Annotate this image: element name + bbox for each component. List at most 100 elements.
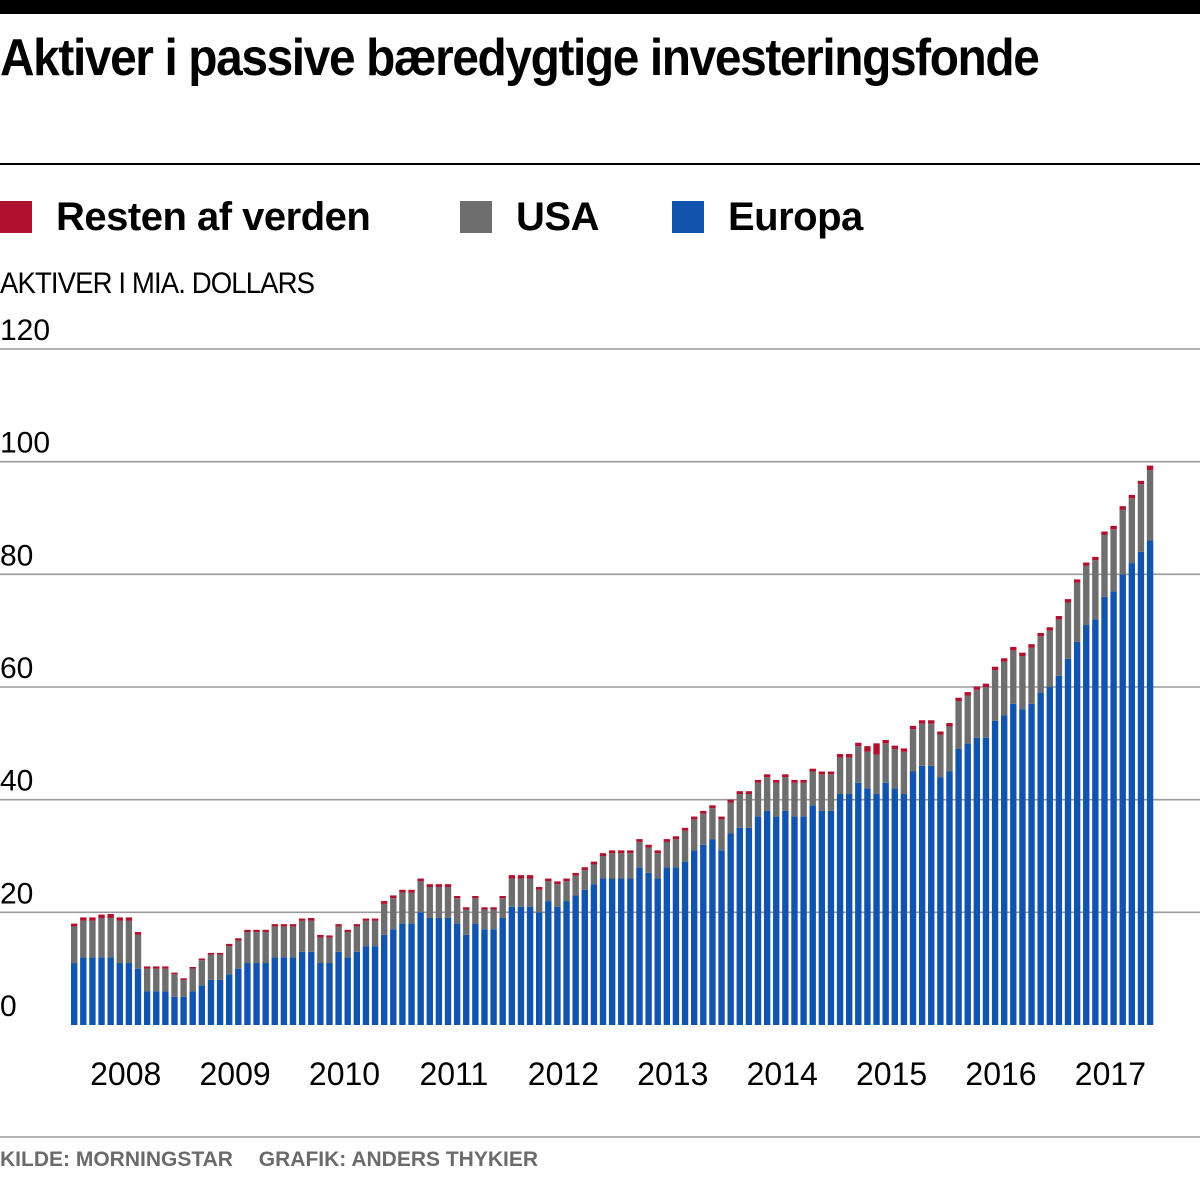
- bar-segment-usa-77: [773, 782, 780, 817]
- bar-segment-usa-76: [763, 777, 771, 811]
- legend-swatch-usa: [460, 201, 492, 233]
- bar-segment-resten-af-verden-44: [472, 896, 479, 899]
- bar-segment-europa-100: [982, 737, 990, 1025]
- bar-segment-usa-20: [253, 932, 260, 964]
- bar-segment-resten-af-verden-34: [381, 901, 388, 904]
- bar-segment-usa-69: [700, 813, 707, 845]
- bar-segment-europa-30: [344, 957, 351, 1025]
- bar-segment-usa-28: [326, 937, 333, 964]
- bar-segment-usa-109: [1064, 602, 1072, 659]
- bar-segment-resten-af-verden-109: [1064, 599, 1072, 603]
- bar-segment-europa-79: [791, 816, 798, 1025]
- bar-segment-usa-84: [836, 757, 844, 795]
- bar-segment-resten-af-verden-68: [691, 816, 698, 820]
- bar-segment-europa-91: [900, 794, 908, 1025]
- bar-segment-usa-92: [909, 729, 917, 772]
- bar-segment-europa-61: [627, 878, 634, 1025]
- bar-segment-usa-62: [636, 841, 643, 868]
- bar-segment-europa-45: [481, 929, 488, 1025]
- bar-segment-resten-af-verden-40: [435, 884, 443, 887]
- bar-segment-europa-7: [134, 968, 142, 1025]
- bar-segment-resten-af-verden-23: [280, 924, 288, 927]
- bar-segment-resten-af-verden-89: [882, 739, 889, 744]
- bar-segment-usa-2: [89, 920, 96, 958]
- bar-segment-europa-13: [189, 991, 196, 1025]
- bar-segment-europa-101: [991, 720, 999, 1025]
- bar-segment-europa-41: [444, 917, 452, 1025]
- bar-segment-europa-102: [1001, 715, 1008, 1025]
- bar-segment-usa-5: [116, 920, 123, 964]
- bar-segment-europa-103: [1010, 703, 1017, 1025]
- bar-segment-resten-af-verden-3: [98, 914, 105, 918]
- bar-segment-europa-39: [426, 917, 433, 1025]
- bar-segment-resten-af-verden-73: [736, 791, 743, 795]
- bar-segment-usa-13: [189, 968, 196, 992]
- bar-segment-usa-1: [80, 920, 87, 958]
- bar-segment-resten-af-verden-113: [1101, 531, 1108, 535]
- bar-segment-europa-40: [435, 917, 443, 1025]
- bar-segment-europa-78: [782, 810, 789, 1025]
- bar-segment-usa-73: [736, 794, 743, 828]
- bar-segment-resten-af-verden-103: [1010, 647, 1017, 651]
- bar-segment-europa-19: [244, 963, 251, 1025]
- bar-segment-usa-12: [180, 979, 187, 997]
- bar-segment-usa-70: [709, 808, 716, 840]
- bar-segment-usa-66: [672, 839, 680, 868]
- bar-segment-usa-72: [727, 802, 734, 834]
- bar-segment-resten-af-verden-0: [71, 923, 78, 927]
- bar-segment-resten-af-verden-46: [490, 907, 497, 910]
- bar-segment-resten-af-verden-22: [271, 924, 278, 927]
- bar-segment-europa-25: [298, 951, 306, 1025]
- bar-segment-europa-18: [235, 968, 242, 1025]
- bar-segment-usa-90: [891, 748, 898, 789]
- bar-segment-resten-af-verden-50: [526, 875, 534, 879]
- bar-segment-usa-47: [499, 898, 506, 918]
- bar-segment-europa-109: [1064, 658, 1072, 1025]
- bar-segment-usa-48: [508, 878, 516, 907]
- bar-segment-europa-27: [317, 963, 324, 1025]
- bar-segment-usa-65: [663, 841, 671, 868]
- bar-segment-resten-af-verden-24: [289, 924, 297, 927]
- bar-segment-usa-67: [681, 830, 689, 862]
- bar-segment-usa-110: [1073, 582, 1081, 642]
- bar-segment-resten-af-verden-37: [408, 889, 415, 893]
- bar-segment-usa-52: [545, 881, 552, 902]
- bar-segment-europa-57: [590, 884, 598, 1025]
- chart-title: Aktiver i passive bæredygtige investerin…: [0, 29, 1040, 87]
- bar-segment-usa-61: [627, 853, 634, 879]
- bar-segment-resten-af-verden-85: [846, 754, 853, 758]
- bar-segment-resten-af-verden-25: [298, 918, 306, 921]
- bar-segment-usa-79: [791, 782, 798, 817]
- bar-segment-resten-af-verden-9: [153, 966, 160, 969]
- y-tick-label-120: 120: [0, 314, 50, 347]
- bar-segment-resten-af-verden-52: [545, 878, 552, 882]
- bar-segment-resten-af-verden-102: [1001, 658, 1008, 662]
- bar-segment-usa-38: [417, 881, 424, 913]
- bar-segment-resten-af-verden-66: [672, 836, 680, 840]
- bar-segment-usa-93: [918, 723, 926, 766]
- bar-segment-resten-af-verden-101: [991, 666, 999, 671]
- bar-segment-usa-33: [371, 920, 379, 947]
- bar-segment-resten-af-verden-12: [180, 978, 187, 980]
- bar-segment-europa-50: [526, 906, 534, 1025]
- bar-segment-usa-25: [298, 920, 306, 952]
- bar-segment-usa-58: [599, 856, 607, 879]
- bar-segment-resten-af-verden-104: [1019, 652, 1026, 657]
- bar-segment-resten-af-verden-72: [727, 799, 734, 803]
- bar-segment-europa-63: [645, 872, 652, 1025]
- bar-segment-resten-af-verden-33: [371, 918, 379, 921]
- bar-segment-europa-84: [836, 794, 844, 1025]
- bar-segment-resten-af-verden-76: [763, 774, 771, 778]
- bar-segment-europa-72: [727, 833, 734, 1025]
- bar-segment-europa-56: [581, 889, 588, 1025]
- bar-segment-europa-31: [353, 951, 361, 1025]
- bar-segment-usa-89: [882, 743, 889, 783]
- title-divider: [0, 163, 1200, 165]
- bar-segment-usa-63: [645, 847, 652, 873]
- bar-segment-europa-105: [1028, 703, 1035, 1025]
- bar-segment-usa-6: [125, 920, 133, 964]
- y-tick-label-80: 80: [0, 539, 33, 572]
- bar-segment-europa-112: [1092, 619, 1099, 1025]
- x-tick-label-2013: 2013: [637, 1056, 708, 1092]
- stacked-bar-chart: 0 20 40 60 80 100 120 2008 2009 2010 2011 2012 2013…: [0, 314, 1200, 1092]
